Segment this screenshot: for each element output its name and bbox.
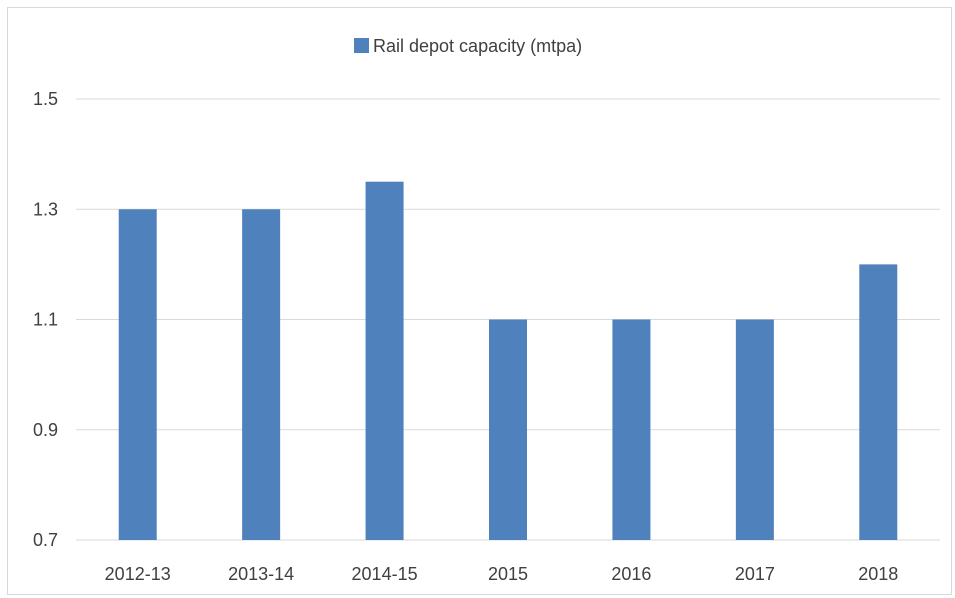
bar-2015 [489,319,527,540]
x-tick-label: 2013-14 [228,564,294,584]
legend-label: Rail depot capacity (mtpa) [373,36,582,56]
bar-2018 [859,264,898,540]
bar-2016 [612,319,651,540]
x-tick-label: 2017 [735,564,775,584]
bar-2012-13 [118,209,157,540]
y-tick-label: 1.1 [33,310,58,330]
x-tick-label: 2014-15 [352,564,418,584]
x-tick-label: 2016 [611,564,651,584]
bar-2013-14 [242,209,281,540]
bar-2014-15 [365,181,404,540]
x-tick-label: 2015 [488,564,528,584]
x-tick-label: 2012-13 [105,564,171,584]
y-tick-label: 1.5 [33,89,58,109]
y-tick-label: 1.3 [33,199,58,219]
bars [118,181,898,540]
y-axis-tick-labels: 0.7 0.9 1.1 1.3 1.5 [33,89,58,550]
legend-swatch [354,38,369,53]
y-tick-label: 0.9 [33,420,58,440]
bar-2017 [735,319,774,540]
y-tick-label: 0.7 [33,530,58,550]
chart-frame [7,7,952,595]
x-axis-tick-labels: 2012-13 2013-14 2014-15 2015 2016 2017 2018 [105,564,899,584]
legend: Rail depot capacity (mtpa) [354,36,582,56]
x-tick-label: 2018 [858,564,898,584]
